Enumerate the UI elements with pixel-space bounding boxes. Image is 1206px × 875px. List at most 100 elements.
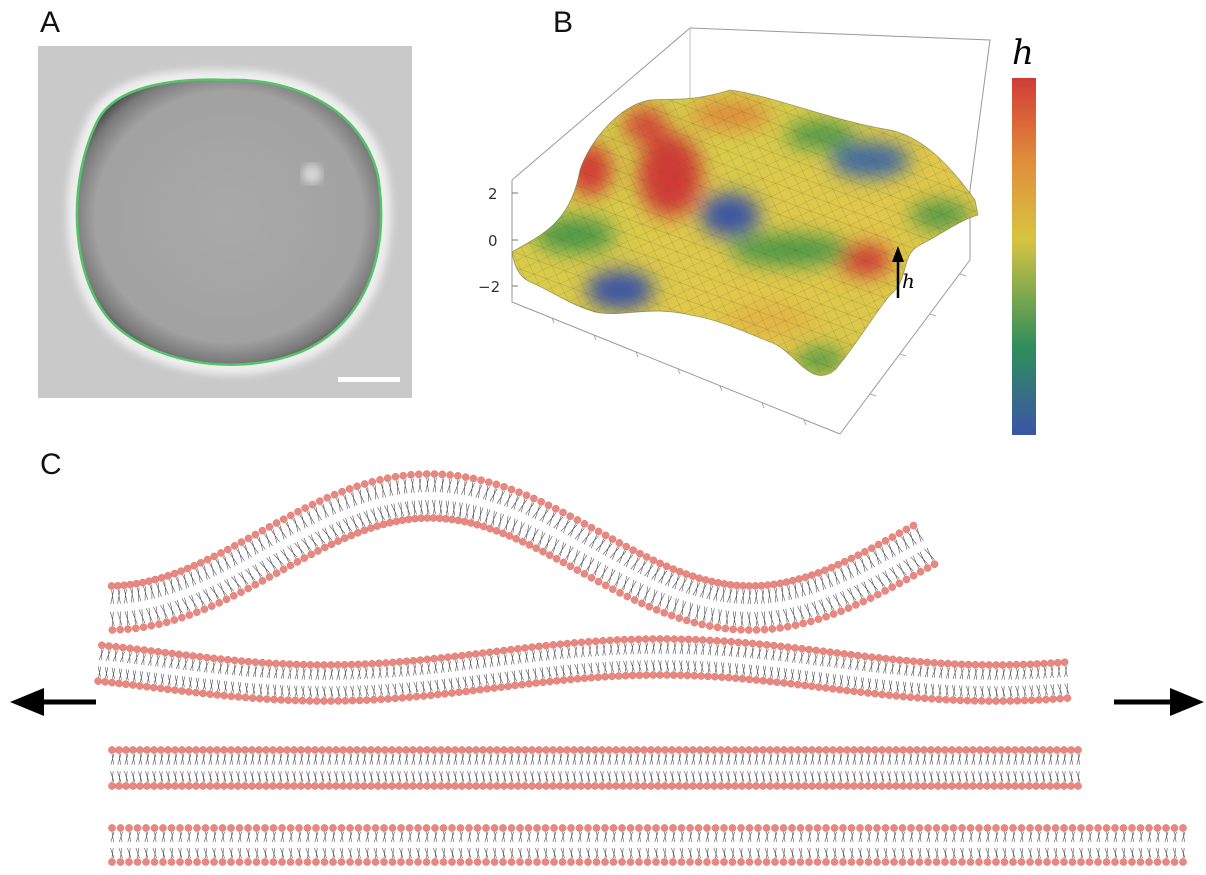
lipid-head (216, 655, 225, 663)
lipid-head (663, 635, 671, 643)
lipid-head (532, 544, 541, 552)
lipid-head (976, 746, 984, 754)
lipid-head (776, 579, 785, 588)
lipid-head (405, 693, 414, 701)
scale-bar (338, 377, 400, 382)
lipid-head (641, 635, 650, 643)
lipid-head (492, 480, 501, 489)
lipid-head (553, 676, 561, 685)
lipid-head (167, 858, 176, 866)
lipid-head (1004, 782, 1012, 790)
lipid-head (854, 651, 862, 660)
lipid-head (108, 858, 116, 866)
lipid-head (451, 652, 459, 661)
lipid-head (362, 696, 371, 704)
lipid-head (626, 746, 634, 754)
lipid-head (941, 824, 949, 832)
lipid-head (669, 671, 678, 679)
lipid-head (320, 824, 329, 832)
lipid-head (916, 658, 925, 666)
bilayer-undulated-strong-tails (110, 477, 935, 627)
lipid-head (930, 659, 939, 667)
lipid-head (670, 635, 679, 643)
lipid-head (567, 824, 575, 832)
lipid-head (416, 746, 424, 754)
lipid-head (108, 746, 116, 754)
lipid-head (1060, 824, 1068, 832)
lipid-head (1042, 695, 1050, 704)
lipid-head (999, 697, 1008, 705)
lipid-head (652, 605, 661, 614)
lipid-head (129, 681, 137, 689)
lipid-head (164, 572, 172, 580)
lipid-head (244, 534, 253, 543)
lipid-head (272, 519, 281, 527)
lipid-head (703, 746, 711, 754)
lipid-head (178, 746, 186, 754)
lipid-head (505, 532, 514, 540)
lipid-head (791, 644, 799, 652)
lipid-head (391, 472, 400, 481)
lipid-head (1074, 746, 1082, 754)
lipid-head (683, 616, 691, 625)
lipid-head (265, 573, 274, 581)
lipid-head (363, 858, 371, 866)
lipid-head (384, 695, 393, 703)
lipid-head (1047, 659, 1055, 667)
lipid-head (199, 746, 207, 754)
lipid-head (717, 746, 725, 754)
lipid-head (796, 824, 805, 832)
lipid-head (133, 645, 141, 654)
lipid-head (710, 782, 718, 790)
lipid-head (807, 617, 815, 626)
lipid-head (272, 659, 280, 668)
lipid-head (500, 482, 508, 491)
lipid-head (601, 531, 610, 540)
lipid-head (760, 625, 769, 634)
lipid-head (521, 644, 529, 652)
lipid-head (629, 546, 638, 554)
lipid-head (426, 691, 435, 700)
lipid-head (133, 858, 142, 866)
lipid-head (1034, 824, 1043, 832)
lipid-head (337, 824, 346, 832)
lipid-head (638, 599, 646, 608)
lipid-head (327, 697, 335, 705)
lipid-head (325, 782, 333, 790)
lipid-head (299, 660, 308, 669)
lipid-head (927, 746, 935, 754)
lipid-head (313, 661, 322, 669)
lipid-head (881, 587, 889, 595)
lipid-head (668, 746, 676, 754)
lipid-head (963, 696, 972, 705)
lipid-head (467, 519, 475, 527)
lipid-head (375, 659, 383, 668)
lipid-head (647, 782, 655, 790)
lipid-head (303, 858, 312, 866)
lipid-head (277, 696, 285, 704)
lipid-head (801, 573, 810, 581)
lipid-head (500, 746, 508, 754)
lipid-head (377, 695, 385, 704)
lipid-head (439, 824, 448, 832)
lipid-head (304, 746, 312, 754)
lipid-head (203, 653, 211, 662)
lipid-head (907, 858, 915, 866)
lipid-head (677, 635, 686, 644)
lipid-head (108, 824, 116, 832)
lipid-head (773, 782, 781, 790)
lipid-head (298, 696, 307, 705)
lipid-head (334, 697, 343, 705)
lipid-head (402, 782, 410, 790)
lipid-head (1020, 696, 1029, 705)
lipid-head (856, 858, 864, 866)
lipid-head (546, 551, 554, 559)
lipid-head (486, 746, 494, 754)
lipid-head (635, 671, 644, 680)
lipid-head (864, 689, 872, 697)
lipid-head (720, 858, 728, 866)
lipid-head (132, 579, 141, 588)
lipid-head (329, 858, 337, 866)
lipid-head (122, 680, 130, 688)
lipid-head (437, 746, 445, 754)
